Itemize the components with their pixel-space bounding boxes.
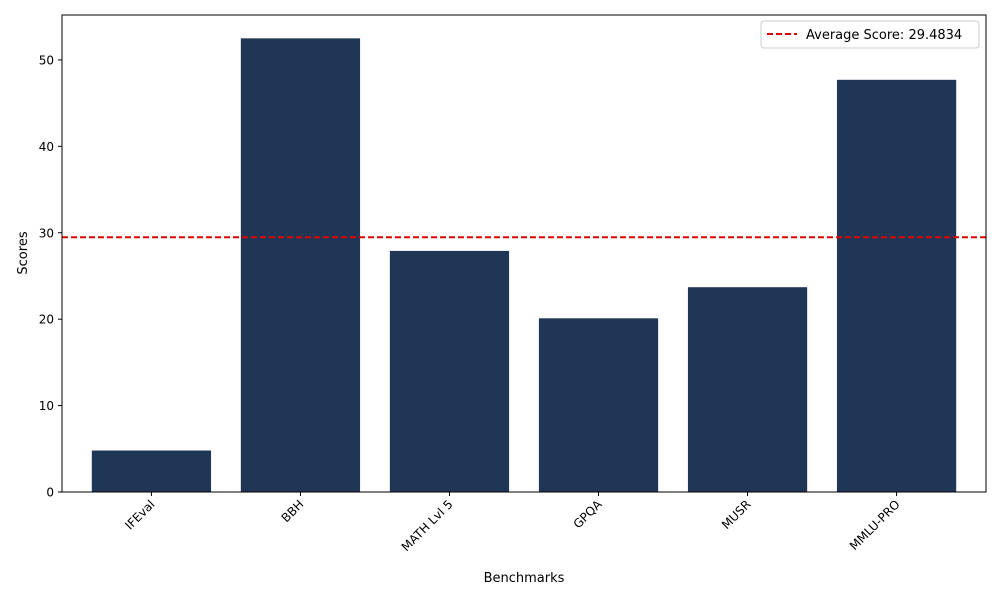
bar-mmlu-pro (836, 79, 957, 492)
plot-frame (61, 14, 987, 493)
y-axis: 0 10 20 30 40 50 (39, 53, 62, 500)
legend-box (760, 20, 980, 49)
bars-group (91, 38, 957, 493)
y-tick-label: 50 (39, 53, 54, 67)
y-axis-label: Scores (16, 231, 31, 274)
x-axis: IFEval BBH MATH Lvl 5 GPQA MUSR MMLU-PRO (122, 492, 903, 554)
x-tick-label: MUSR (719, 497, 754, 532)
y-tick-label: 30 (39, 226, 54, 240)
x-tick-label: MATH Lvl 5 (399, 497, 456, 554)
bar-musr (687, 287, 808, 492)
bar-math-lvl-5 (389, 250, 510, 492)
legend: Average Score: 29.4834 (760, 20, 980, 49)
legend-average-label: Average Score: 29.4834 (806, 28, 962, 43)
y-tick-label: 10 (39, 399, 54, 413)
x-tick-label: BBH (279, 497, 307, 525)
x-tick-label: GPQA (571, 497, 606, 532)
y-tick-label: 20 (39, 313, 54, 327)
bar-bbh (240, 38, 361, 493)
bar-ifeval (91, 450, 212, 492)
bar-gpqa (538, 318, 659, 492)
y-tick-label: 40 (39, 140, 54, 154)
x-axis-label: Benchmarks (484, 571, 565, 586)
x-tick-label: MMLU-PRO (847, 497, 903, 553)
y-tick-label: 0 (46, 486, 54, 500)
x-tick-label: IFEval (122, 497, 157, 532)
